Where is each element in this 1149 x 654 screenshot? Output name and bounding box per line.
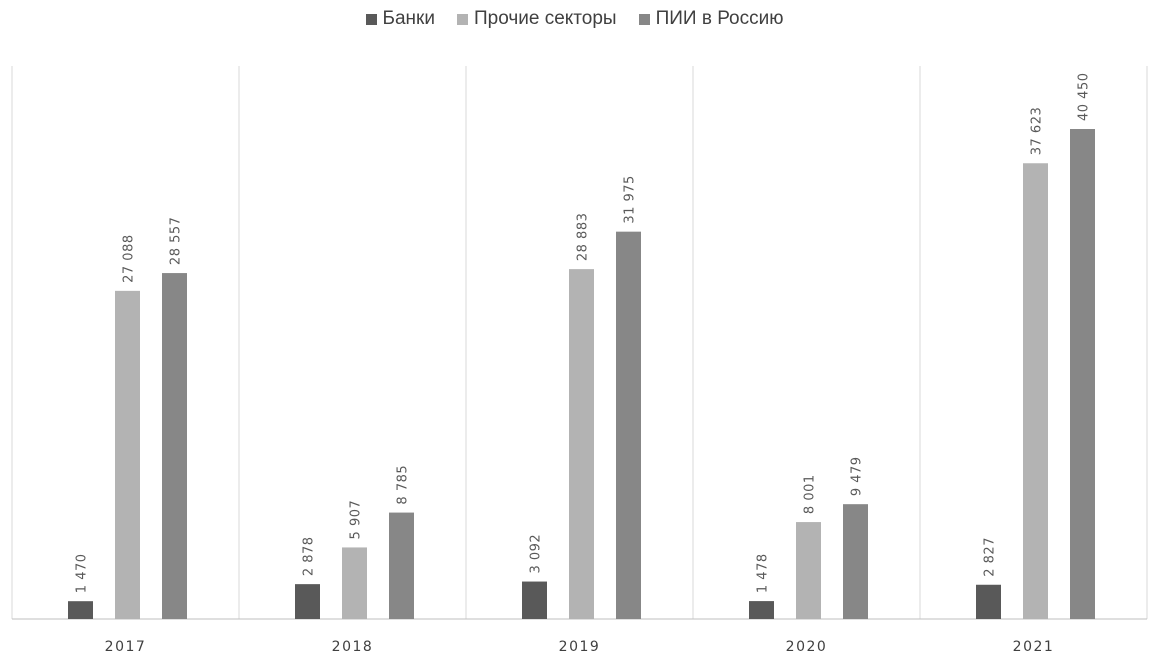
- bar-2017-series-0: [68, 601, 93, 619]
- category-label-2017: 2017: [105, 639, 147, 654]
- legend-item-banks: Банки: [365, 8, 435, 30]
- bar-2019-series-2: [616, 231, 641, 619]
- data-label: 40 450: [1077, 73, 1092, 122]
- legend-label-fdi: ПИИ в Россию: [655, 8, 784, 29]
- legend-swatch-fdi: [638, 13, 650, 25]
- bar-2021-series-1: [1023, 163, 1048, 619]
- bar-2019-series-1: [569, 269, 594, 619]
- data-label: 1 470: [75, 553, 90, 593]
- bar-2018-series-0: [295, 584, 320, 619]
- data-label: 31 975: [623, 175, 638, 224]
- bar-2019-series-0: [522, 581, 547, 619]
- data-label: 28 557: [169, 217, 184, 266]
- bar-2018-series-1: [342, 547, 367, 619]
- bar-2018-series-2: [389, 512, 414, 619]
- category-label-2019: 2019: [559, 639, 601, 654]
- category-label-2021: 2021: [1013, 639, 1055, 654]
- data-label: 27 088: [122, 234, 137, 283]
- data-label: 3 092: [529, 534, 544, 574]
- bar-2020-series-1: [796, 522, 821, 619]
- bar-2020-series-0: [749, 601, 774, 619]
- data-label: 9 479: [850, 456, 865, 496]
- data-label: 2 827: [983, 537, 998, 577]
- data-label: 37 623: [1030, 107, 1045, 156]
- legend-label-banks: Банки: [382, 8, 435, 29]
- bar-2021-series-0: [976, 584, 1001, 619]
- category-label-2018: 2018: [332, 639, 374, 654]
- data-label: 8 001: [803, 474, 818, 514]
- data-label: 5 907: [349, 500, 364, 540]
- legend-item-fdi: ПИИ в Россию: [638, 8, 784, 30]
- bar-2020-series-2: [843, 504, 868, 619]
- legend-item-other-sectors: Прочие секторы: [456, 8, 617, 30]
- data-label: 8 785: [396, 465, 411, 505]
- legend: Банки Прочие секторы ПИИ в Россию: [0, 8, 1149, 30]
- bar-2021-series-2: [1070, 129, 1095, 619]
- data-label: 2 878: [302, 536, 317, 576]
- category-label-2020: 2020: [786, 639, 828, 654]
- legend-label-other-sectors: Прочие секторы: [473, 8, 617, 29]
- data-label: 28 883: [576, 213, 591, 262]
- legend-swatch-banks: [365, 13, 377, 25]
- legend-swatch-other-sectors: [456, 13, 468, 25]
- bar-2017-series-2: [162, 273, 187, 619]
- bar-2017-series-1: [115, 290, 140, 619]
- data-label: 1 478: [756, 553, 771, 593]
